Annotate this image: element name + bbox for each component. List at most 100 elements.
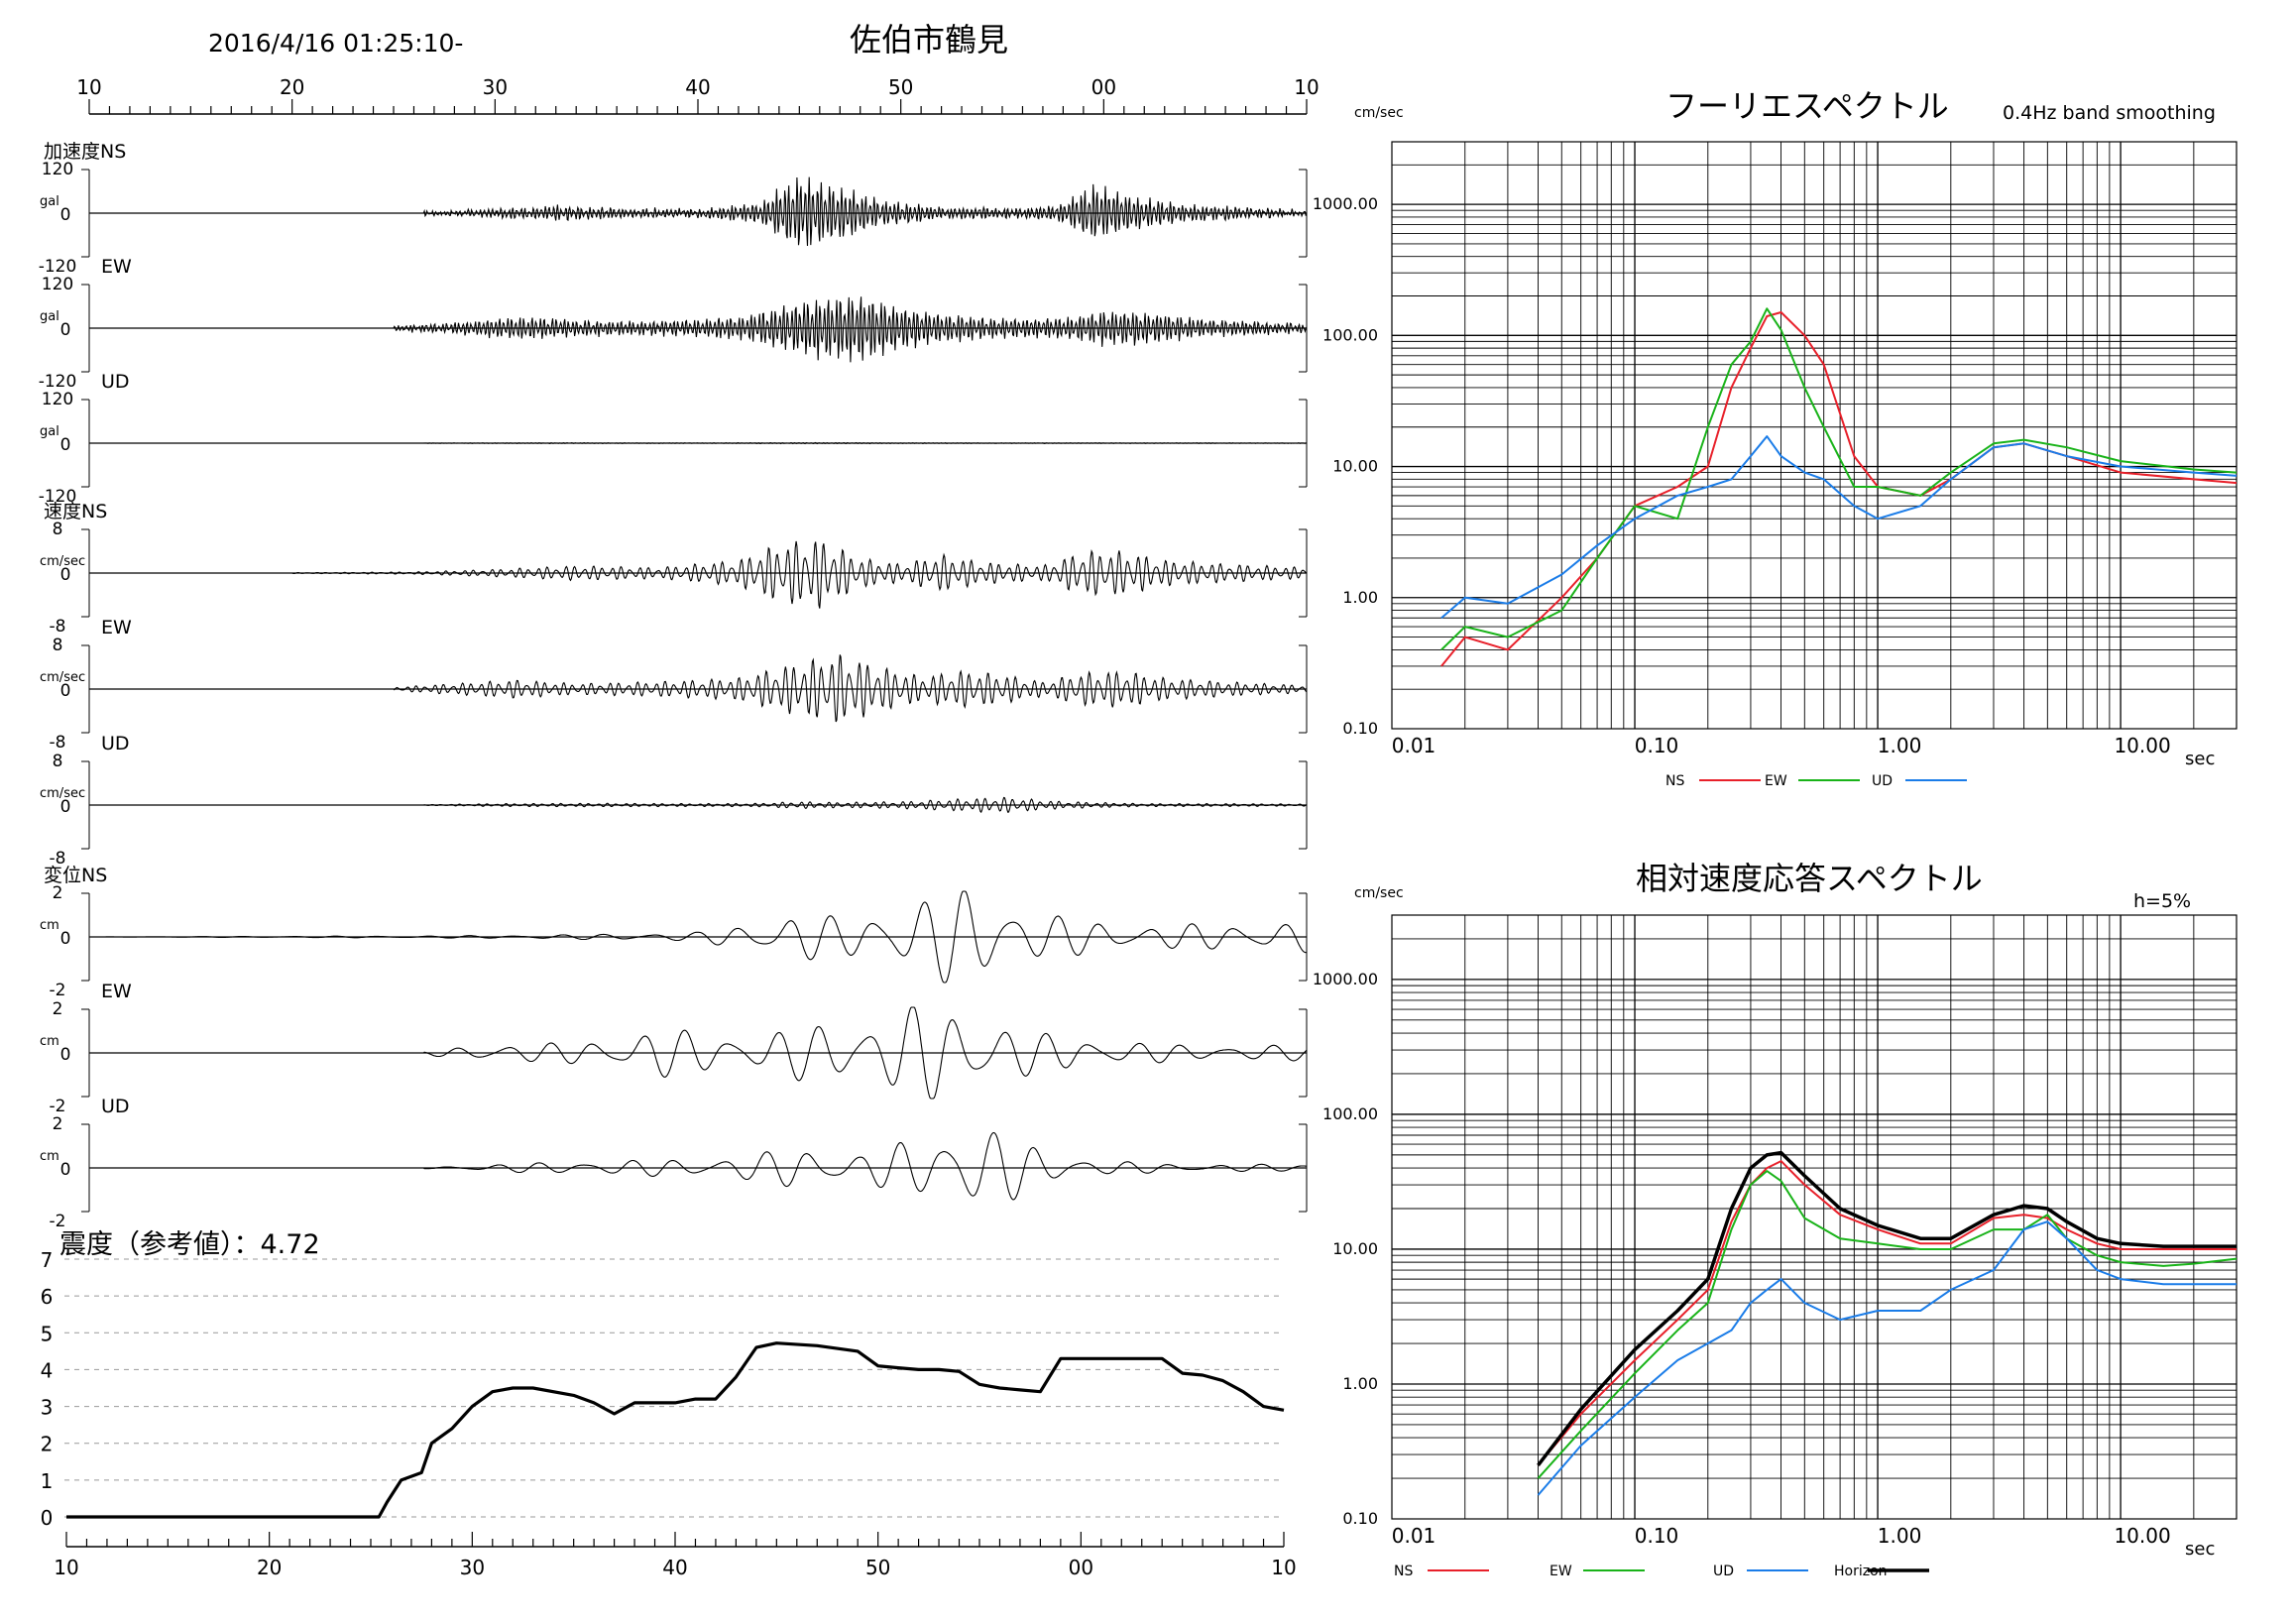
- response-legend-label: NS: [1394, 1564, 1413, 1579]
- intensity-label: 震度（参考値）：4.72: [59, 1229, 320, 1260]
- fourier-y-tick-label: 0.10: [1342, 719, 1378, 738]
- fourier-y-tick-label: 10.00: [1332, 457, 1378, 476]
- waveform-max-label: 8: [53, 636, 63, 655]
- waveform-unit-label: cm: [40, 1149, 59, 1164]
- fourier-note: 0.4Hz band smoothing: [2003, 102, 2216, 124]
- intensity-y-tick-label: 6: [41, 1285, 54, 1309]
- waveform-channel-label: UD: [101, 1096, 130, 1117]
- intensity-y-tick-label: 5: [41, 1322, 54, 1345]
- intensity-y-tick-label: 1: [41, 1469, 54, 1493]
- fourier-x-tick-label: 1.00: [1878, 734, 1922, 757]
- waveform-min-label: -8: [50, 849, 66, 869]
- waveform-trace: [89, 540, 1308, 609]
- fourier-x-tick-label: 0.01: [1392, 734, 1436, 757]
- intensity-y-tick-label: 2: [41, 1433, 54, 1456]
- fourier-x-tick-label: 0.10: [1635, 734, 1679, 757]
- waveform-min-label: -8: [50, 733, 66, 753]
- intensity-series-line: [66, 1341, 1285, 1519]
- response-x-unit: sec: [2185, 1539, 2215, 1560]
- fourier-legend-label: EW: [1765, 773, 1787, 789]
- waveform-max-label: 8: [53, 520, 63, 539]
- waveform-zero-label: 0: [60, 929, 71, 949]
- waveform-group-label: 加速度: [44, 141, 100, 163]
- response-series-horizon: [1537, 1150, 2237, 1466]
- waveform-unit-label: cm: [40, 1034, 59, 1049]
- waveform-zero-label: 0: [60, 1045, 71, 1065]
- waveform-max-label: 2: [53, 883, 63, 903]
- response-x-tick-label: 0.01: [1392, 1524, 1436, 1548]
- fourier-y-tick-label: 1000.00: [1313, 194, 1378, 213]
- time-axis-tick-label: 20: [280, 75, 304, 99]
- fourier-title: フーリエスペクトル: [1665, 87, 1949, 125]
- waveform-group-label: 速度: [44, 501, 81, 522]
- waveform-trace: [89, 441, 1308, 445]
- response-legend-label: UD: [1713, 1564, 1734, 1579]
- waveform-trace: [89, 890, 1308, 984]
- waveform-min-label: -120: [39, 487, 77, 507]
- time-axis-tick-label: 10: [1294, 75, 1319, 99]
- waveform-min-label: -2: [50, 1212, 66, 1231]
- waveform-channel-label: EW: [101, 981, 132, 1002]
- intensity-x-tick-label: 10: [54, 1556, 78, 1579]
- intensity-x-tick-label: 00: [1069, 1556, 1093, 1579]
- waveform-channel-label: NS: [81, 501, 107, 522]
- waveform-max-label: 8: [53, 752, 63, 771]
- response-y-unit: cm/sec: [1354, 885, 1404, 901]
- waveform-min-label: -8: [50, 617, 66, 637]
- fourier-legend-label: NS: [1665, 773, 1684, 789]
- record-datetime: 2016/4/16 01:25:10-: [208, 29, 463, 58]
- waveform-max-label: 120: [42, 160, 73, 179]
- waveform-trace: [89, 296, 1308, 363]
- waveform-trace: [89, 1131, 1308, 1201]
- waveform-max-label: 2: [53, 999, 63, 1019]
- time-axis-tick-label: 30: [483, 75, 508, 99]
- intensity-y-tick-label: 3: [41, 1396, 54, 1420]
- waveform-zero-label: 0: [60, 565, 71, 585]
- intensity-y-tick-label: 0: [41, 1506, 54, 1530]
- fourier-y-tick-label: 1.00: [1342, 588, 1378, 607]
- fourier-y-unit: cm/sec: [1354, 105, 1404, 121]
- time-axis-tick-label: 50: [888, 75, 913, 99]
- response-spectrum-chart: 0.10 1.00 10.00 100.00 1000.00 0.01 0.10 1.00 10…: [1313, 914, 2238, 1579]
- response-frame: [1391, 914, 2238, 1520]
- response-series-ns: [1537, 1160, 2237, 1466]
- waveform-group-label: 変位: [44, 865, 81, 886]
- fourier-spectrum-chart: 0.10 1.00 10.00 100.00 1000.00 0.01 0.10 1.00 10…: [1313, 141, 2238, 789]
- waveform-unit-label: gal: [40, 424, 59, 439]
- waveform-zero-label: 0: [60, 205, 71, 225]
- waveform-unit-label: cm/sec: [40, 670, 85, 685]
- waveform-channel-label: EW: [101, 256, 132, 278]
- waveform-channel-label: UD: [101, 733, 130, 754]
- response-x-tick-label: 0.10: [1635, 1524, 1679, 1548]
- time-axis-tick-label: 00: [1091, 75, 1116, 99]
- waveform-zero-label: 0: [60, 797, 71, 817]
- waveform-max-label: 2: [53, 1114, 63, 1134]
- waveform-trace: [89, 1006, 1308, 1100]
- waveform-max-label: 120: [42, 275, 73, 294]
- fourier-series-ud: [1440, 435, 2238, 620]
- response-y-tick-label: 10.00: [1332, 1239, 1378, 1258]
- station-name: 佐伯市鶴見: [850, 21, 1008, 58]
- response-note: h=5%: [2133, 890, 2191, 912]
- response-legend-label: Horizon: [1834, 1564, 1888, 1579]
- waveform-unit-label: cm: [40, 918, 59, 933]
- waveform-channel-label: NS: [100, 141, 126, 163]
- response-series-ew: [1537, 1170, 2238, 1479]
- response-x-tick-label: 10.00: [2114, 1524, 2170, 1548]
- intensity-y-tick-label: 4: [41, 1358, 54, 1382]
- fourier-legend-label: UD: [1872, 773, 1893, 789]
- time-axis-tick-label: 10: [76, 75, 101, 99]
- response-y-tick-label: 1000.00: [1313, 970, 1378, 988]
- response-y-tick-label: 100.00: [1322, 1104, 1378, 1123]
- waveform-unit-label: cm/sec: [40, 554, 85, 569]
- waveform-channel-label: NS: [81, 865, 107, 886]
- waveform-min-label: -120: [39, 372, 77, 392]
- response-y-tick-label: 1.00: [1342, 1374, 1378, 1393]
- waveform-unit-label: cm/sec: [40, 786, 85, 801]
- fourier-x-unit: sec: [2185, 749, 2215, 769]
- intensity-x-tick-label: 40: [662, 1556, 687, 1579]
- intensity-x-tick-label: 10: [1271, 1556, 1296, 1579]
- intensity-x-tick-label: 30: [460, 1556, 485, 1579]
- response-title: 相対速度応答スペクトル: [1636, 860, 1983, 897]
- intensity-x-tick-label: 50: [865, 1556, 890, 1579]
